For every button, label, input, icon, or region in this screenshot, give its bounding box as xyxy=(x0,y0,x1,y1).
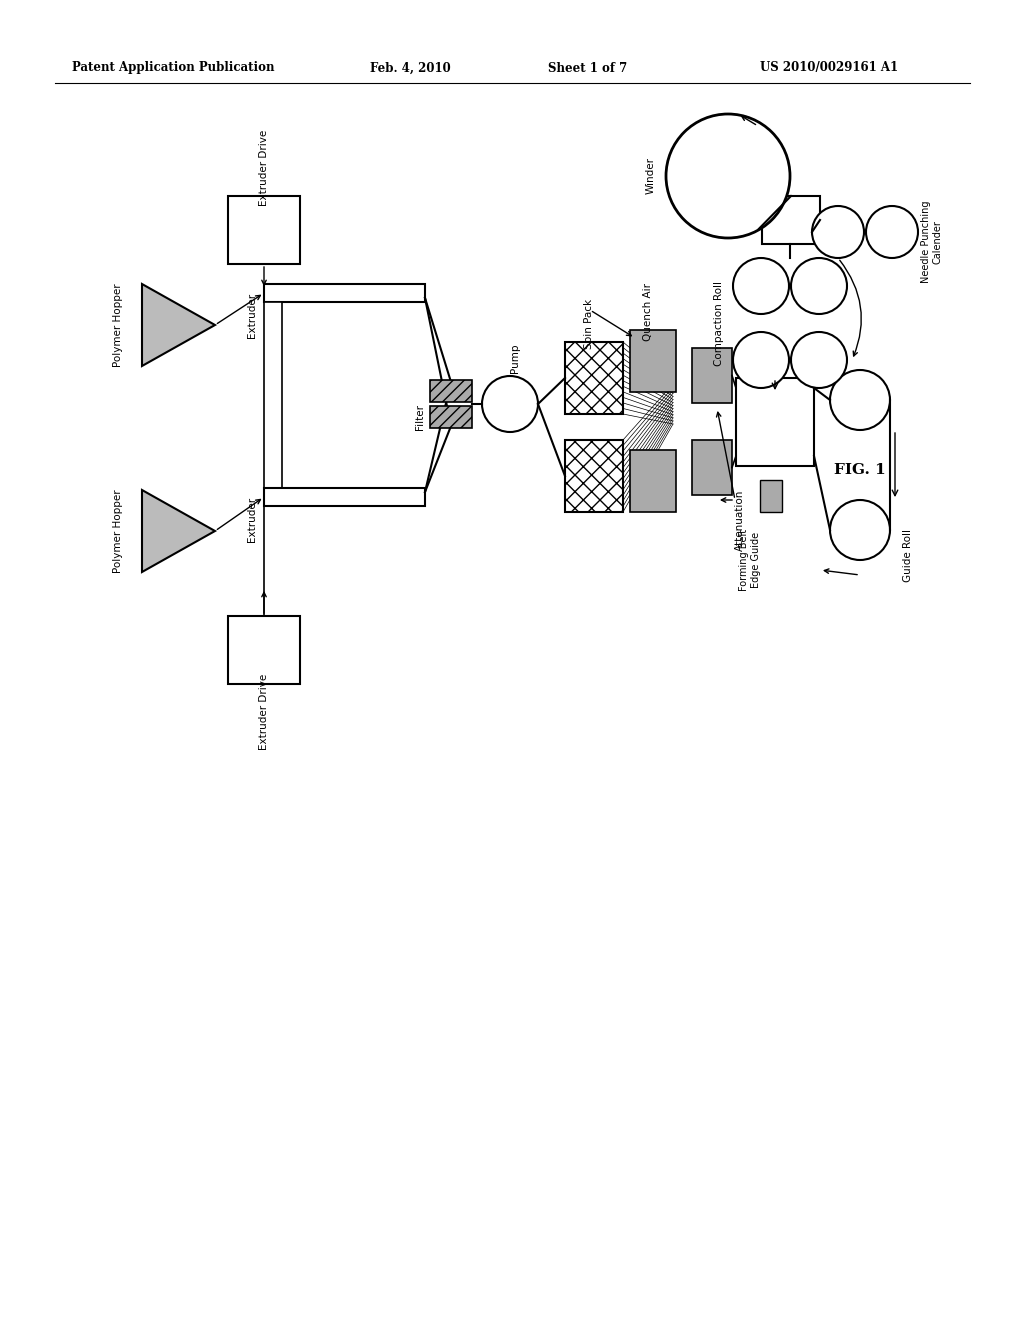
Bar xyxy=(430,407,472,428)
Bar xyxy=(736,378,814,466)
Circle shape xyxy=(866,206,918,257)
Text: Guide Roll: Guide Roll xyxy=(903,528,913,582)
Text: Forming Belt
Edge Guide: Forming Belt Edge Guide xyxy=(739,529,761,591)
Text: Polymer Hopper: Polymer Hopper xyxy=(113,284,123,367)
Bar xyxy=(630,330,676,392)
Bar xyxy=(565,440,623,512)
Bar xyxy=(228,195,300,264)
Text: Polymer Hopper: Polymer Hopper xyxy=(113,490,123,573)
Bar xyxy=(692,348,732,403)
Circle shape xyxy=(812,206,864,257)
Text: FIG. 1: FIG. 1 xyxy=(835,463,886,477)
Text: Sheet 1 of 7: Sheet 1 of 7 xyxy=(548,62,628,74)
Bar xyxy=(692,440,732,495)
Text: Patent Application Publication: Patent Application Publication xyxy=(72,62,274,74)
Bar xyxy=(430,380,472,403)
Text: Extruder Drive: Extruder Drive xyxy=(259,675,269,750)
Circle shape xyxy=(791,257,847,314)
Text: Quench Air: Quench Air xyxy=(643,282,653,341)
Bar xyxy=(264,284,425,302)
Text: Extruder: Extruder xyxy=(247,293,257,338)
Polygon shape xyxy=(142,284,215,366)
Text: Feb. 4, 2010: Feb. 4, 2010 xyxy=(370,62,451,74)
Text: Winder: Winder xyxy=(646,157,656,194)
Bar xyxy=(762,195,820,244)
Bar xyxy=(630,450,676,512)
Text: Compaction Roll: Compaction Roll xyxy=(714,281,724,366)
Text: Pump: Pump xyxy=(510,343,520,372)
Circle shape xyxy=(733,257,790,314)
Bar xyxy=(565,342,623,414)
Text: Extruder Drive: Extruder Drive xyxy=(259,129,269,206)
Bar xyxy=(228,616,300,684)
Circle shape xyxy=(733,333,790,388)
Circle shape xyxy=(830,500,890,560)
Bar xyxy=(264,302,282,504)
Bar xyxy=(264,488,425,506)
Text: US 2010/0029161 A1: US 2010/0029161 A1 xyxy=(760,62,898,74)
Text: Extruder: Extruder xyxy=(247,498,257,543)
Text: Filter: Filter xyxy=(415,404,425,430)
Bar xyxy=(760,480,782,512)
Circle shape xyxy=(830,370,890,430)
Text: Spin Pack: Spin Pack xyxy=(584,298,594,348)
Polygon shape xyxy=(142,490,215,572)
Text: Needle Punching
Calender: Needle Punching Calender xyxy=(922,201,943,284)
Circle shape xyxy=(791,333,847,388)
Text: Attenuation: Attenuation xyxy=(735,490,745,550)
Circle shape xyxy=(482,376,538,432)
Circle shape xyxy=(666,114,790,238)
